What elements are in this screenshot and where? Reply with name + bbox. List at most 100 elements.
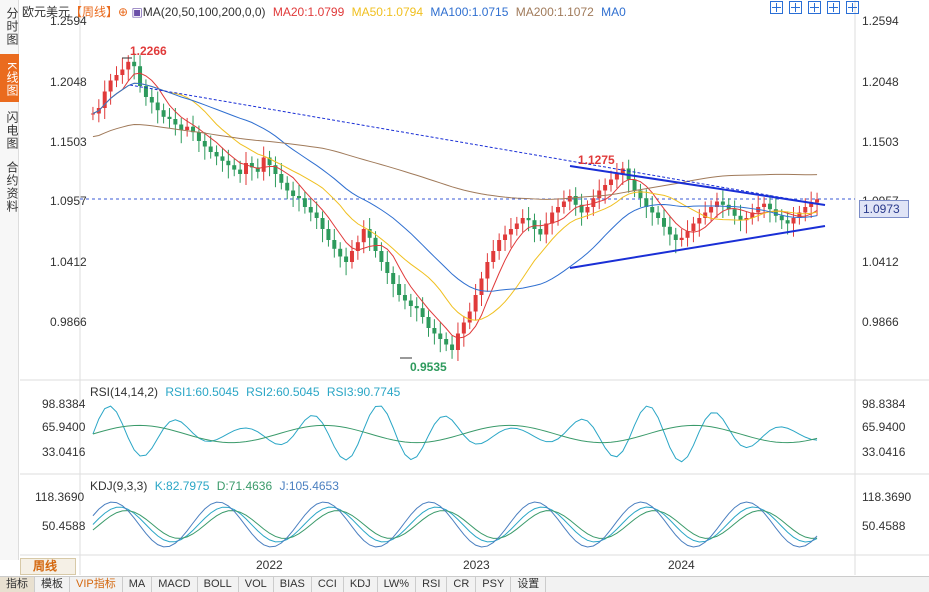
- period-label[interactable]: 【周线】: [70, 5, 119, 19]
- tab-lw[interactable]: LW%: [378, 577, 417, 592]
- candle-body: [367, 229, 372, 238]
- candle-body: [255, 167, 260, 172]
- price-tick-left: 1.2594: [50, 14, 87, 28]
- candle-body: [544, 223, 549, 235]
- candle-body: [326, 229, 331, 240]
- candle-body: [503, 234, 508, 240]
- candle-body: [214, 152, 219, 157]
- candle-body: [467, 311, 472, 323]
- candle-body: [620, 168, 625, 174]
- ma-settings-icon[interactable]: ▣: [131, 5, 143, 19]
- candle-body: [461, 322, 466, 334]
- tab-kline[interactable]: K线图: [0, 54, 19, 102]
- tab-boll[interactable]: BOLL: [198, 577, 239, 592]
- candle-body: [526, 218, 531, 221]
- price-tick-right: 0.9866: [862, 315, 899, 329]
- time-label: 2024: [668, 558, 695, 572]
- move-right-icon[interactable]: [846, 1, 859, 14]
- candle-body: [785, 220, 790, 224]
- tab-ma[interactable]: MA: [123, 577, 153, 592]
- tab-time-sharing[interactable]: 分时图: [5, 6, 19, 46]
- tab-macd[interactable]: MACD: [152, 577, 198, 592]
- tab-bias[interactable]: BIAS: [274, 577, 312, 592]
- rsi-tick-left: 98.8384: [42, 397, 86, 411]
- candle-body: [803, 207, 808, 213]
- tab-settings[interactable]: 设置: [511, 577, 547, 592]
- candle-body: [656, 212, 661, 218]
- kdj-tick-right: 50.4588: [862, 519, 906, 533]
- candle-body: [679, 237, 684, 240]
- tab-vip-indicators[interactable]: VIP指标: [70, 577, 123, 592]
- candle-body: [508, 229, 513, 235]
- ma100-value: MA100:1.0715: [430, 5, 509, 19]
- candle-body: [373, 237, 378, 251]
- candle-body: [673, 234, 678, 240]
- ma20-value: MA20:1.0799: [272, 5, 345, 19]
- rsi1-value: RSI1:60.5045: [165, 385, 239, 399]
- rsi-label[interactable]: RSI(14,14,2): [90, 385, 159, 399]
- rsi-tick-right: 65.9400: [862, 420, 906, 434]
- zoom-out-icon[interactable]: [808, 1, 821, 14]
- ma20-line: [92, 72, 818, 339]
- tab-contract-info[interactable]: 合约资料: [5, 161, 19, 213]
- ma200-line: [92, 123, 818, 200]
- period-selector[interactable]: 周线: [20, 558, 76, 575]
- candle-body: [585, 207, 590, 213]
- candle-body: [444, 339, 449, 345]
- candle-body: [202, 141, 207, 147]
- tab-templates[interactable]: 模板: [35, 577, 70, 592]
- candle-body: [432, 328, 437, 334]
- candle-body: [691, 223, 696, 232]
- ma-params[interactable]: MA(20,50,100,200,0,0): [142, 5, 266, 19]
- candle-body: [349, 251, 354, 262]
- ma50-line: [92, 82, 818, 321]
- rsi-smooth-line: [92, 424, 818, 444]
- tab-vol[interactable]: VOL: [239, 577, 274, 592]
- candle-body: [455, 333, 460, 350]
- tab-flash-chart[interactable]: 闪电图: [5, 110, 19, 150]
- candle-body: [426, 317, 431, 328]
- candle-body: [567, 196, 572, 202]
- candle-body: [161, 110, 166, 117]
- zoom-in-icon[interactable]: [789, 1, 802, 14]
- add-indicator-icon[interactable]: ⊕: [118, 5, 129, 19]
- price-tick-right: 1.0412: [862, 255, 899, 269]
- candle-body: [591, 198, 596, 207]
- candle-body: [579, 204, 584, 213]
- tab-cci[interactable]: CCI: [312, 577, 344, 592]
- candle-body: [638, 190, 643, 199]
- kdj-label[interactable]: KDJ(9,3,3): [90, 479, 148, 493]
- tab-rsi[interactable]: RSI: [416, 577, 448, 592]
- candle-body: [762, 203, 767, 207]
- candle-body: [661, 218, 666, 227]
- candle-body: [397, 284, 402, 295]
- tab-indicators[interactable]: 指标: [0, 577, 35, 592]
- kdj-d-value: D:71.4636: [216, 479, 273, 493]
- tab-psy[interactable]: PSY: [476, 577, 512, 592]
- candle-body: [232, 165, 237, 170]
- crosshair-icon[interactable]: [770, 1, 783, 14]
- high-annotation: 1.2266: [130, 44, 167, 58]
- low-annotation: 0.9535: [410, 360, 447, 374]
- candle-body: [149, 97, 154, 103]
- chart-area[interactable]: 欧元美元【周线】⊕ ▣MA(20,50,100,200,0,0) MA20:1.…: [20, 0, 929, 575]
- rsi2-value: RSI2:60.5045: [246, 385, 320, 399]
- indicator-bar: 指标 模板 VIP指标 MA MACD BOLL VOL BIAS CCI KD…: [0, 576, 929, 592]
- rsi3-value: RSI3:90.7745: [326, 385, 401, 399]
- candle-body: [267, 157, 272, 166]
- candle-body: [226, 160, 231, 166]
- kline-chart[interactable]: [20, 0, 929, 575]
- candle-body: [815, 199, 820, 203]
- move-left-icon[interactable]: [827, 1, 840, 14]
- candle-body: [355, 242, 360, 251]
- tab-cr[interactable]: CR: [447, 577, 477, 592]
- candle-body: [338, 248, 343, 257]
- candle-body: [273, 165, 278, 174]
- candle-body: [420, 308, 425, 317]
- candle-body: [703, 212, 708, 218]
- candle-body: [609, 179, 614, 185]
- candle-body: [196, 132, 201, 141]
- candle-body: [108, 80, 113, 92]
- tab-kdj[interactable]: KDJ: [344, 577, 378, 592]
- candle-body: [332, 240, 337, 249]
